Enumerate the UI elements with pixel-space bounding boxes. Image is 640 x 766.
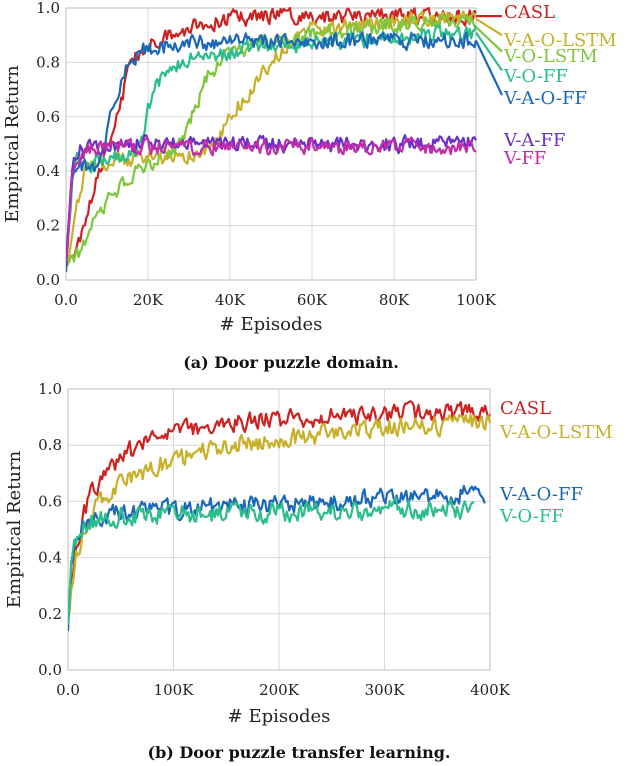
legend-entry-v-a-ff: V-A-FF — [503, 130, 566, 151]
legend-entry-v-o-ff: V-O-FF — [499, 506, 564, 527]
y-tick-label: 0.6 — [38, 492, 62, 510]
x-tick-label: 0.0 — [56, 681, 80, 699]
plot-frame — [65, 7, 477, 281]
legend-entry-v-a-o-ff: V-A-O-FF — [503, 88, 587, 109]
x-tick-label: 400K — [470, 681, 511, 699]
y-tick-label: 0.4 — [36, 162, 60, 180]
y-tick-label: 1.0 — [38, 380, 62, 398]
x-axis-label: # Episodes — [228, 706, 331, 727]
x-tick-label: 100K — [154, 681, 195, 699]
x-tick-label: 300K — [365, 681, 406, 699]
y-tick-label: 0.6 — [36, 108, 60, 126]
legend-entry-casl: CASL — [500, 398, 551, 419]
y-tick-label: 0.0 — [38, 661, 62, 679]
x-tick-label: 20K — [133, 291, 164, 309]
plot-frame — [67, 388, 491, 671]
legend-leader-line — [475, 40, 503, 96]
legend-entry-v-a-o-ff: V-A-O-FF — [499, 484, 583, 505]
y-tick-label: 0.2 — [38, 605, 62, 623]
legend: CASL V-A-O-LSTM V-A-O-FFV-O-FF — [499, 398, 613, 527]
series-group — [66, 6, 478, 273]
legend-leader-line — [475, 26, 503, 53]
x-tick-label: 80K — [379, 291, 410, 309]
series-line-casl — [68, 400, 492, 624]
legend-entry-v-a-o-lstm: V-A-O-LSTM — [503, 30, 617, 51]
legend-leader-line — [475, 17, 503, 37]
legend-entry-v-ff: V-FF — [503, 148, 546, 169]
legend-entry-v-a-o-lstm: V-A-O-LSTM — [499, 422, 613, 443]
legend-entry-v-o-lstm: V-O-LSTM — [503, 46, 598, 67]
chart-door-puzzle-transfer: 0.0 0.2 0.4 0.6 0.8 1.0 0.0 100K 200K 300K 400K # E… — [4, 380, 613, 762]
x-tick-label: 0.0 — [54, 291, 78, 309]
series-line-v-ff — [66, 136, 477, 262]
x-tick-label: 60K — [297, 291, 328, 309]
figure-caption: (a) Door puzzle domain. — [183, 353, 399, 372]
x-axis-label: # Episodes — [220, 314, 323, 335]
y-axis-label: Empirical Return — [2, 65, 23, 223]
series-line-v-o-lstm — [66, 14, 477, 269]
y-axis-label: Empirical Return — [4, 450, 25, 608]
legend-entry-v-o-ff: V-O-FF — [503, 66, 568, 87]
series-line-v-a-o-lstm — [68, 413, 492, 618]
legend-entry-casl: CASL — [504, 2, 555, 23]
y-tick-label: 1.0 — [36, 0, 60, 17]
series-line-v-o-ff — [68, 496, 475, 625]
y-tick-label: 0.8 — [38, 436, 62, 454]
series-group — [68, 400, 492, 631]
y-tick-label: 0.0 — [36, 271, 60, 289]
figure-caption: (b) Door puzzle transfer learning. — [148, 743, 451, 762]
series-line-casl — [66, 6, 477, 267]
y-tick-label: 0.2 — [36, 217, 60, 235]
chart-door-puzzle-domain: 0.0 0.2 0.4 0.6 0.8 1.0 0.0 20K 40K 60K 80K 100K # E… — [2, 0, 617, 372]
x-tick-label: 100K — [456, 291, 497, 309]
y-tick-label: 0.8 — [36, 53, 60, 71]
series-line-v-a-o-ff — [66, 31, 478, 273]
x-tick-label: 40K — [215, 291, 246, 309]
y-tick-label: 0.4 — [38, 549, 62, 567]
x-tick-label: 200K — [259, 681, 300, 699]
legend-leader-line — [475, 31, 503, 72]
